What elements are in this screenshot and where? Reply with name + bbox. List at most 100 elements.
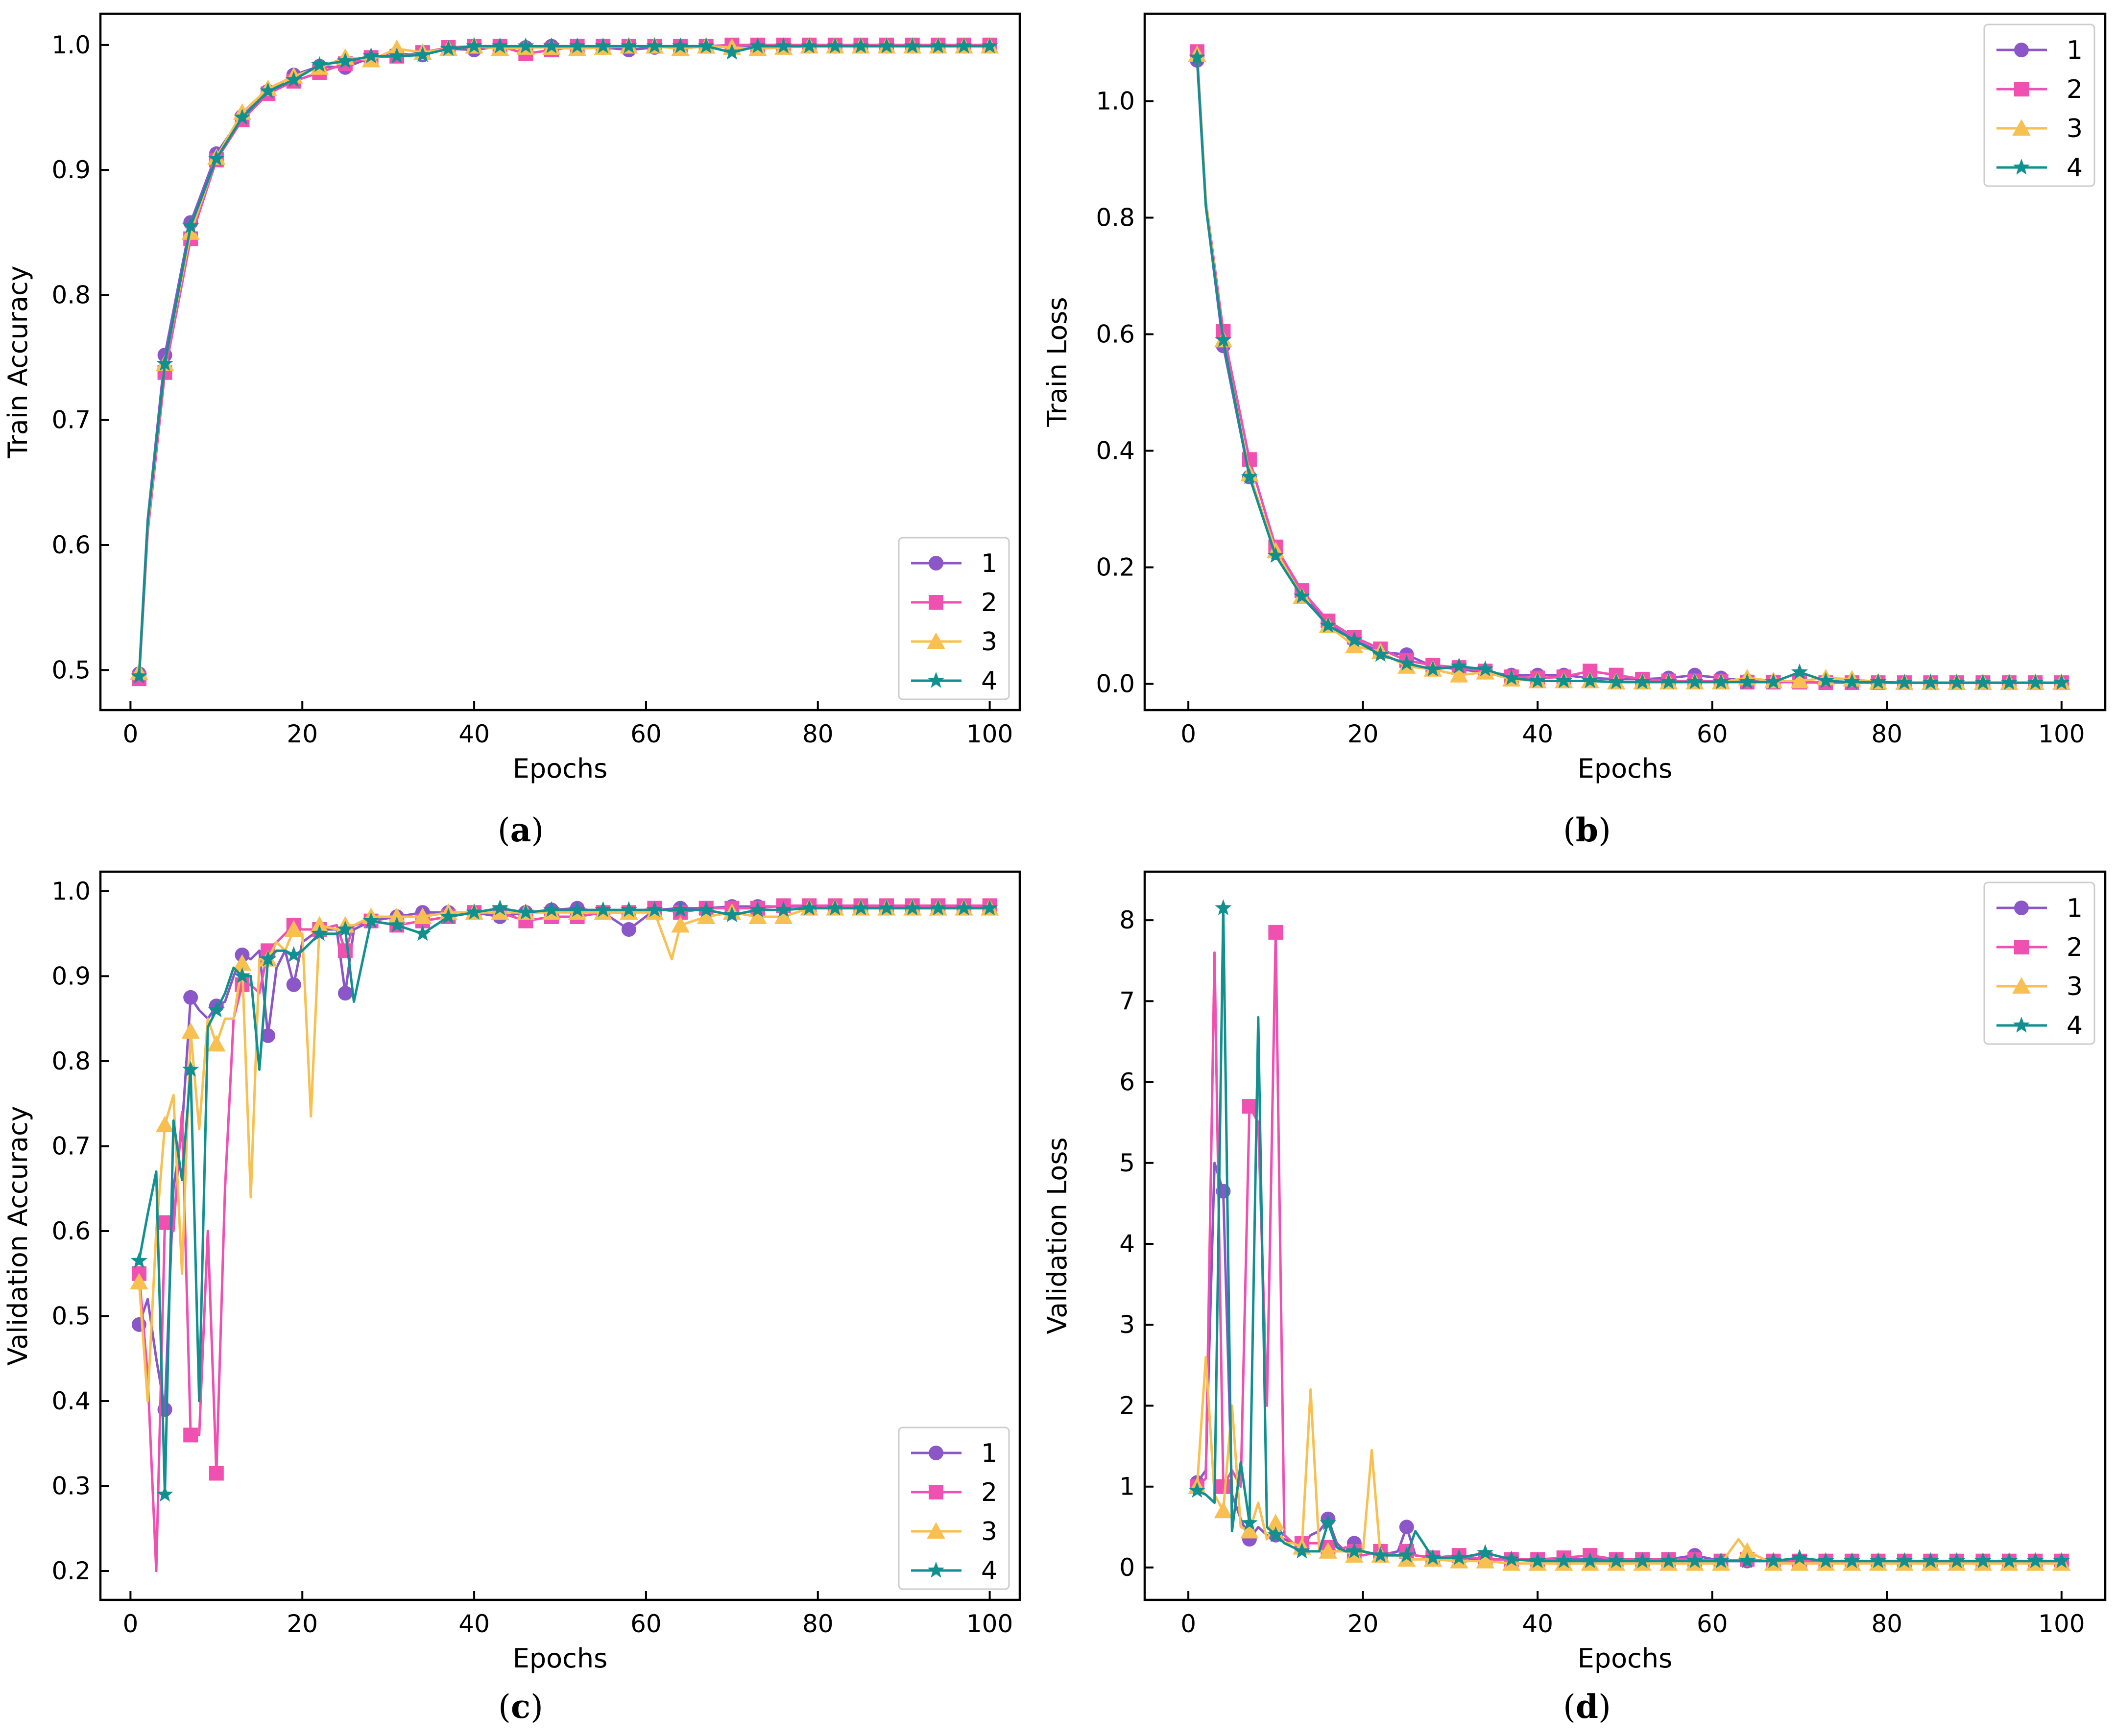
series-4-point bbox=[646, 901, 663, 917]
series-4-point bbox=[672, 901, 689, 917]
series-4-point bbox=[208, 150, 225, 166]
series-4-point bbox=[1817, 672, 1834, 689]
series-4-point bbox=[1346, 631, 1363, 647]
series-4-point bbox=[1634, 1552, 1651, 1569]
series-4-point bbox=[466, 37, 483, 53]
series-3-point bbox=[233, 954, 252, 971]
x-tick-label: 60 bbox=[1697, 1610, 1728, 1638]
series-4-point bbox=[130, 667, 148, 684]
series-4-point bbox=[234, 108, 251, 125]
series-4-point bbox=[1188, 48, 1206, 65]
legend-marker-4 bbox=[2013, 1017, 2030, 1033]
y-tick-label: 0.7 bbox=[51, 406, 91, 434]
x-tick-label: 0 bbox=[122, 720, 138, 748]
x-tick-label: 100 bbox=[2038, 1610, 2085, 1638]
legend-marker-2 bbox=[929, 595, 943, 610]
series-4-point bbox=[1503, 1550, 1520, 1567]
x-tick-label: 80 bbox=[1872, 720, 1903, 748]
series-1-point bbox=[1399, 1520, 1414, 1535]
series-3-point bbox=[413, 907, 432, 924]
series-4-point bbox=[930, 37, 947, 53]
series-4-point bbox=[697, 37, 715, 53]
series-3-point bbox=[181, 1022, 200, 1039]
series-4-point bbox=[362, 47, 380, 64]
series-4-point bbox=[775, 37, 792, 53]
caption-c: (c) bbox=[498, 1688, 543, 1726]
y-axis-label: Train Loss bbox=[1042, 297, 1073, 427]
series-4-point bbox=[182, 217, 199, 234]
series-2-point bbox=[1268, 925, 1283, 940]
series-4-point bbox=[1870, 1552, 1887, 1569]
series-4-point bbox=[1791, 1549, 1808, 1565]
series-4-point bbox=[723, 44, 741, 60]
series-4-point bbox=[1843, 1552, 1861, 1569]
series-4-point bbox=[569, 901, 586, 917]
series-4-point bbox=[723, 906, 741, 923]
series-4-point bbox=[1870, 673, 1887, 690]
y-tick-label: 0 bbox=[1119, 1553, 1135, 1582]
y-tick-label: 7 bbox=[1119, 987, 1135, 1015]
plot-frame bbox=[1143, 12, 2107, 712]
series-4-point bbox=[1241, 468, 1258, 484]
series-4-point bbox=[775, 901, 792, 917]
legend-label-3: 3 bbox=[981, 627, 997, 657]
series-3-point bbox=[1319, 1542, 1338, 1559]
panel-b-train-loss: 0 20 40 60 80 100 0.0 0.2 0.4 0.6 0.8 1.0 Epochs Trai… bbox=[1042, 12, 2107, 784]
caption-d: (d) bbox=[1563, 1688, 1611, 1726]
legend-marker-2 bbox=[2014, 940, 2029, 954]
legend-marker-1 bbox=[2014, 43, 2029, 57]
series-4-point bbox=[1739, 1552, 1756, 1569]
series-4-point bbox=[1555, 1552, 1572, 1569]
x-tick-label: 80 bbox=[802, 720, 834, 748]
series-4-point bbox=[981, 37, 998, 53]
y-tick-label: 6 bbox=[1119, 1068, 1135, 1096]
series-4-point bbox=[1817, 1552, 1834, 1569]
series-3-point bbox=[1790, 1554, 1809, 1571]
y-tick-label: 0.6 bbox=[51, 531, 91, 559]
legend-marker-3 bbox=[927, 1522, 945, 1539]
caption-a: (a) bbox=[498, 811, 544, 849]
series-4-point bbox=[981, 899, 998, 916]
series-4-point bbox=[466, 904, 483, 920]
legend-label-1: 1 bbox=[981, 1439, 997, 1468]
series-4-point bbox=[156, 355, 173, 371]
legend-box bbox=[1983, 24, 2095, 187]
series-4-point bbox=[1922, 1552, 1939, 1569]
legend-marker-4 bbox=[2013, 159, 2030, 175]
x-tick-label: 100 bbox=[2038, 720, 2085, 748]
series-2-point bbox=[209, 1466, 224, 1481]
series-4-point bbox=[1267, 1526, 1284, 1543]
legend-marker-4 bbox=[927, 1562, 945, 1578]
series-4-point bbox=[543, 901, 560, 917]
y-tick-label: 0.2 bbox=[51, 1557, 91, 1585]
series-4-point bbox=[595, 37, 612, 53]
series-4-point bbox=[311, 925, 328, 941]
series-4-point bbox=[517, 904, 534, 920]
series-2-point bbox=[1242, 1099, 1257, 1114]
series-4-point bbox=[1424, 1549, 1442, 1565]
series-3-point bbox=[284, 920, 303, 937]
series-4-point bbox=[672, 37, 689, 53]
x-axis-label: Epochs bbox=[513, 753, 607, 784]
legend: 1 2 3 4 bbox=[1983, 24, 2095, 187]
series-4-point bbox=[1608, 673, 1625, 690]
series-4-point bbox=[1582, 672, 1599, 689]
series-4-point bbox=[930, 899, 947, 916]
x-tick-label: 40 bbox=[458, 1610, 490, 1638]
series-2-point bbox=[183, 1427, 198, 1443]
y-tick-label: 3 bbox=[1119, 1310, 1135, 1339]
x-tick-label: 100 bbox=[966, 1610, 1013, 1638]
series-3-point bbox=[1345, 637, 1364, 654]
series-4-point bbox=[1267, 547, 1284, 563]
series-4-point bbox=[1922, 674, 1939, 690]
series-4-point bbox=[414, 46, 431, 62]
series-4-point bbox=[1398, 654, 1415, 671]
legend-marker-2 bbox=[929, 1485, 943, 1499]
series-3-point bbox=[155, 1116, 174, 1133]
series-4-point bbox=[852, 37, 869, 53]
series-4-point bbox=[1320, 617, 1337, 633]
series-4-point bbox=[904, 37, 921, 53]
y-axis-label: Train Accuracy bbox=[2, 265, 33, 458]
x-tick-label: 20 bbox=[1347, 720, 1379, 748]
y-tick-label: 0.4 bbox=[1096, 436, 1135, 465]
